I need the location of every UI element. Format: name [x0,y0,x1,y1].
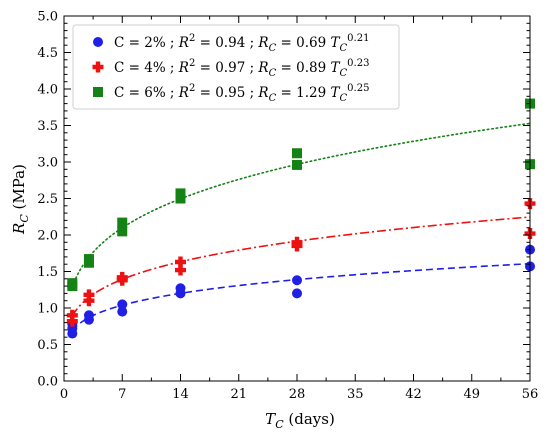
y-tick-label: 2.5 [37,192,58,207]
fit-curve-series-2 [71,216,531,317]
fit-curve-series-1 [71,262,531,332]
x-tick-label: 7 [118,387,126,402]
legend-marker-series-1 [93,37,103,47]
fit-curve-series-3 [71,122,531,288]
x-tick-label: 0 [60,387,68,402]
data-point-series-3 [175,193,186,204]
y-tick-label: 3.5 [37,119,58,134]
data-point-series-1 [83,310,94,321]
y-tick-label: 5.0 [37,10,58,25]
data-point-series-3 [67,278,78,289]
x-tick-label: 42 [405,387,422,402]
x-tick-label: 56 [522,387,539,402]
legend-marker-series-2 [92,61,104,73]
data-point-series-1 [175,283,186,294]
legend-box [72,24,400,110]
y-tick-label: 4.0 [37,83,58,98]
y-axis-label: RC (MPa) [10,164,31,235]
data-point-series-2 [175,256,186,268]
y-tick-label: 1.0 [37,302,58,317]
data-point-series-3 [292,159,302,170]
x-tick-label: 14 [172,387,189,402]
y-tick-label: 2.0 [37,229,58,244]
x-tick-label: 28 [289,387,306,402]
legend-label-series-3: C = 6% ; R2 = 0.95 ; RC = 1.29 TC0.25 [114,83,369,104]
data-point-series-2 [116,271,128,283]
y-tick-label: 4.5 [37,46,58,61]
data-point-series-3 [83,254,94,265]
data-point-series-1 [292,288,302,299]
data-point-series-1 [292,275,302,286]
data-point-series-3 [292,148,302,159]
data-point-series-2 [83,295,95,307]
x-tick-label: 35 [347,387,364,402]
data-point-series-2 [291,236,303,248]
y-tick-label: 3.0 [37,156,58,171]
legend-label-series-1: C = 2% ; R2 = 0.94 ; RC = 0.69 TC0.21 [114,33,369,54]
data-point-series-1 [117,306,128,317]
axis-ticks: 0 7 14 21 28 35 42 49 56 0.0 0.5 1.0 1.5 2.0 2.5 3.0 3.5… [37,10,538,403]
data-point-series-2 [66,315,78,327]
y-tick-label: 1.5 [37,265,58,280]
x-tick-label: 49 [463,387,480,402]
legend-marker-series-3 [93,87,103,97]
x-tick-label: 21 [230,387,247,402]
data-point-series-2 [175,264,186,276]
legend-label-series-2: C = 4% ; R2 = 0.97 ; RC = 0.89 TC0.23 [114,58,369,79]
data-point-series-2 [83,289,95,301]
data-point-series-3 [117,226,128,237]
legend: C = 2% ; R2 = 0.94 ; RC = 0.69 TC0.21 C =… [72,24,400,110]
data-point-series-1 [117,299,128,310]
data-point-series-2 [66,309,78,321]
data-point-series-3 [117,217,128,228]
y-tick-label: 0.5 [37,338,58,353]
x-axis-label: TC (days) [265,410,335,431]
data-point-series-3 [175,188,186,199]
y-tick-label: 0.0 [37,375,58,390]
